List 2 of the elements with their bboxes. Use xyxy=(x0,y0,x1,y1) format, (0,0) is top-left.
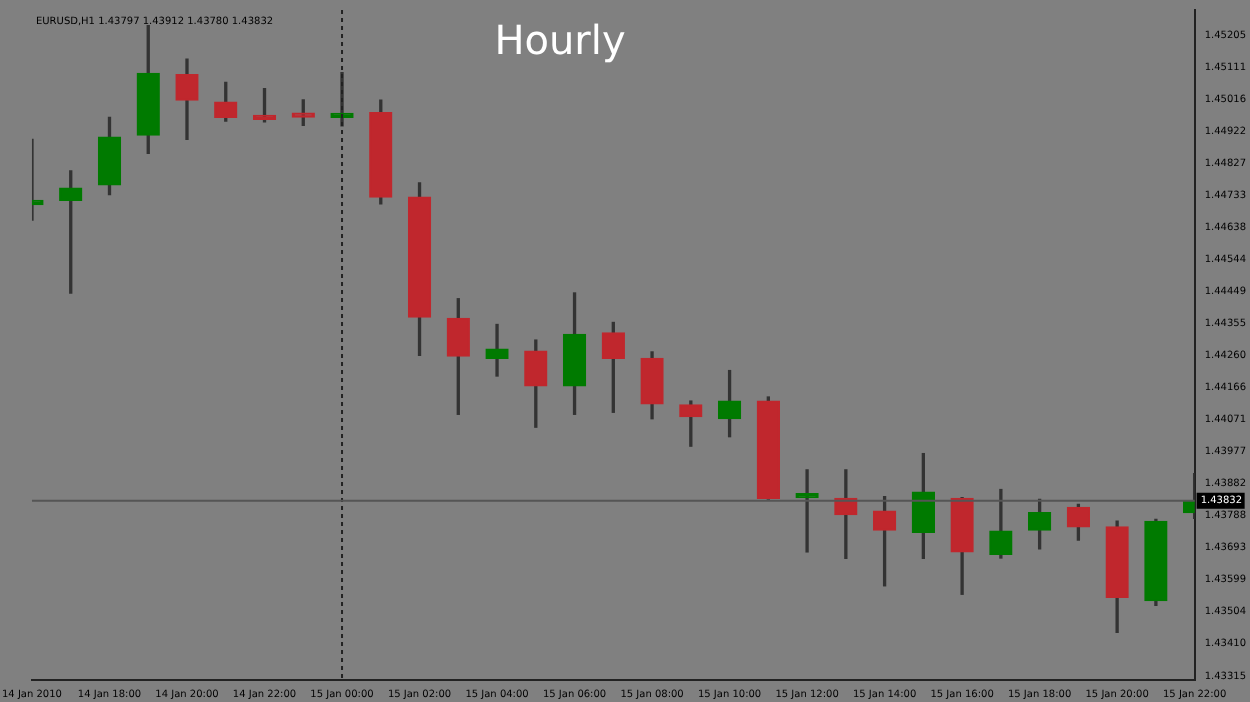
candlestick xyxy=(485,323,509,377)
chart-title: Hourly xyxy=(494,16,626,65)
